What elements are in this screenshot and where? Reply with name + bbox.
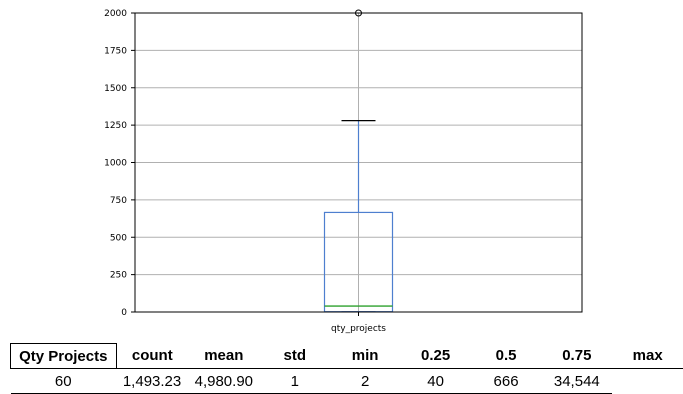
value-count: 60 — [10, 368, 117, 394]
header-min: min — [329, 343, 401, 369]
header-q75: 0.75 — [541, 343, 613, 369]
y-tick-label: 1250 — [104, 121, 127, 131]
y-tick-label: 1750 — [104, 46, 127, 56]
y-tick-label: 1000 — [104, 159, 127, 169]
value-q75: 666 — [470, 368, 542, 394]
header-max: max — [612, 343, 683, 369]
value-q50: 40 — [400, 368, 471, 394]
y-tick-label: 2000 — [104, 9, 127, 19]
y-tick-label: 750 — [110, 196, 127, 206]
box-plot: 0 250 500 750 1000 1250 1500 1750 2000 qty_projec… — [104, 9, 583, 334]
header-mean: mean — [188, 343, 260, 369]
y-tick-label: 250 — [110, 271, 127, 281]
value-min: 1 — [259, 368, 330, 394]
value-std: 4,980.90 — [188, 368, 260, 394]
row-label: Qty Projects — [10, 343, 117, 369]
header-q50: 0.5 — [470, 343, 542, 369]
y-tick-label: 1500 — [104, 84, 127, 94]
header-std: std — [259, 343, 330, 369]
value-max: 34,544 — [541, 368, 613, 394]
summary-stats-table: Qty Projects count mean std min 0.25 0.5… — [10, 343, 683, 394]
header-count: count — [116, 343, 189, 369]
plot-frame — [134, 12, 583, 313]
value-mean: 1,493.23 — [116, 368, 189, 394]
header-q25: 0.25 — [400, 343, 471, 369]
x-tick-label: qty_projects — [331, 324, 386, 334]
value-q25: 2 — [329, 368, 401, 394]
y-tick-label: 500 — [110, 233, 127, 243]
y-tick-label: 0 — [121, 308, 127, 318]
